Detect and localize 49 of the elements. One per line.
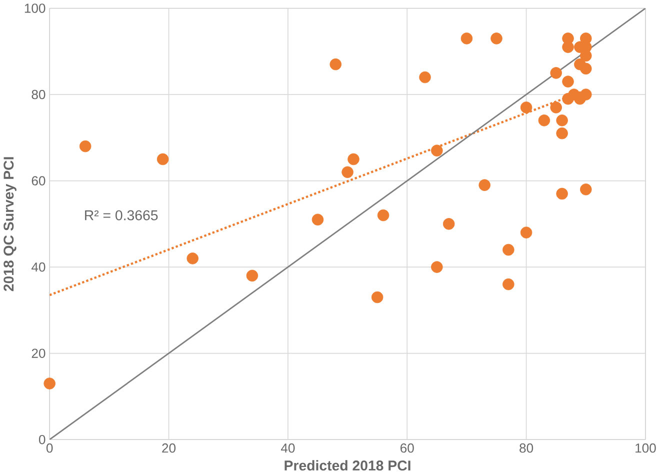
point: [580, 50, 592, 62]
point: [377, 209, 390, 222]
point: [580, 88, 592, 100]
point: [550, 101, 562, 114]
point: [342, 166, 354, 178]
point: [431, 261, 443, 273]
point: [79, 140, 92, 152]
y-tick-label: 80: [32, 90, 46, 100]
x-tick-label: 100: [636, 443, 656, 453]
point: [490, 32, 502, 44]
point: [246, 270, 258, 282]
annotation: R² = 0.3665: [85, 210, 158, 220]
point: [502, 278, 514, 290]
point: [330, 58, 342, 70]
point: [419, 71, 431, 84]
point: [431, 144, 443, 156]
point: [371, 291, 384, 304]
x-tick-label: 20: [162, 443, 176, 453]
x-axis-title: Predicted 2018 PCI: [284, 460, 410, 470]
point: [538, 114, 550, 126]
point: [520, 226, 532, 238]
point: [556, 114, 568, 126]
point: [550, 66, 562, 79]
point: [556, 188, 568, 200]
point: [502, 244, 514, 256]
x-tick-label: 60: [400, 443, 414, 453]
x-tick-label: 40: [280, 443, 295, 453]
y-tick-label: 0: [38, 434, 46, 444]
point: [460, 32, 473, 44]
point: [580, 183, 592, 196]
point: [520, 101, 532, 114]
point: [580, 62, 592, 74]
point: [556, 127, 568, 140]
y-tick-label: 60: [32, 176, 46, 186]
x-tick-label: 0: [46, 443, 53, 453]
point: [562, 41, 574, 53]
point: [186, 252, 198, 264]
point: [348, 153, 360, 166]
y-tick-label: 20: [32, 348, 46, 358]
y-tick-label: 40: [32, 262, 46, 272]
point: [44, 378, 56, 390]
y-tick-label: 100: [24, 4, 46, 13]
x-tick-label: 80: [520, 443, 534, 453]
point: [156, 153, 169, 166]
point: [312, 214, 324, 226]
point: [562, 76, 574, 88]
point: [478, 179, 490, 191]
y-axis-title: 2018 QC Survey PCI: [4, 157, 16, 292]
point: [442, 218, 455, 230]
